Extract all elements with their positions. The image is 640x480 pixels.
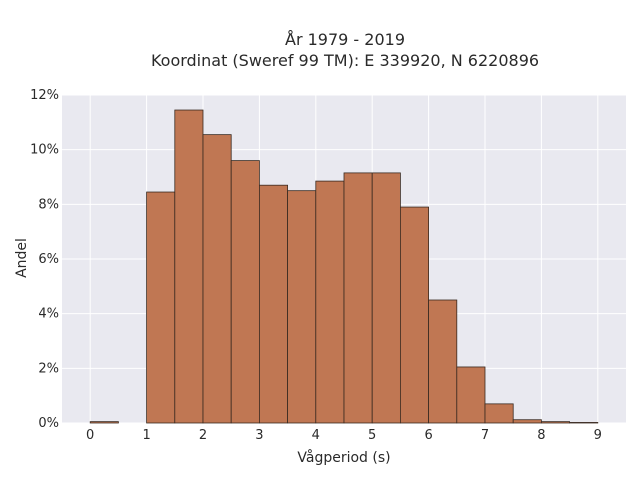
histogram-bar	[343, 172, 373, 424]
y-axis-ticks: 0% 2% 4% 6% 8% 10% 12%	[30, 88, 59, 431]
histogram-bar	[258, 184, 288, 424]
chart-title-line1: År 1979 - 2019	[285, 30, 405, 49]
x-axis-ticks: 0 1 2 3 4 5 6 7 8 9	[86, 428, 602, 443]
x-tick-label: 2	[199, 428, 207, 443]
histogram-bar	[371, 172, 401, 424]
y-tick-label: 4%	[38, 307, 59, 322]
bars	[89, 109, 599, 424]
histogram-bar	[399, 206, 429, 424]
x-tick-label: 1	[142, 428, 150, 443]
x-tick-label: 9	[594, 428, 602, 443]
y-tick-label: 6%	[38, 252, 59, 267]
y-tick-label: 2%	[38, 361, 59, 376]
histogram-bar	[287, 190, 317, 424]
x-tick-label: 5	[368, 428, 376, 443]
x-tick-label: 3	[255, 428, 263, 443]
histogram-bar	[230, 160, 260, 424]
histogram-bar	[202, 134, 232, 424]
histogram-bar	[146, 191, 176, 424]
histogram-bar	[484, 403, 514, 424]
y-axis-label: Andel	[14, 238, 30, 278]
y-tick-label: 0%	[38, 416, 59, 431]
histogram-bar	[428, 299, 458, 424]
histogram-bar	[89, 421, 119, 424]
x-tick-label: 4	[312, 428, 320, 443]
histogram-bar	[512, 419, 542, 424]
y-tick-label: 10%	[30, 143, 59, 158]
chart-title-line2: Koordinat (Sweref 99 TM): E 339920, N 62…	[151, 51, 539, 70]
histogram-bar	[569, 422, 599, 424]
histogram-bar	[456, 366, 486, 424]
x-tick-label: 8	[537, 428, 545, 443]
y-tick-label: 12%	[30, 88, 59, 103]
histogram-bar	[174, 109, 204, 424]
histogram-bar	[541, 421, 571, 424]
x-tick-label: 6	[424, 428, 432, 443]
x-tick-label: 7	[481, 428, 489, 443]
histogram-bar	[315, 180, 345, 424]
x-tick-label: 0	[86, 428, 94, 443]
x-axis-label: Vågperiod (s)	[297, 449, 390, 466]
y-tick-label: 8%	[38, 197, 59, 212]
